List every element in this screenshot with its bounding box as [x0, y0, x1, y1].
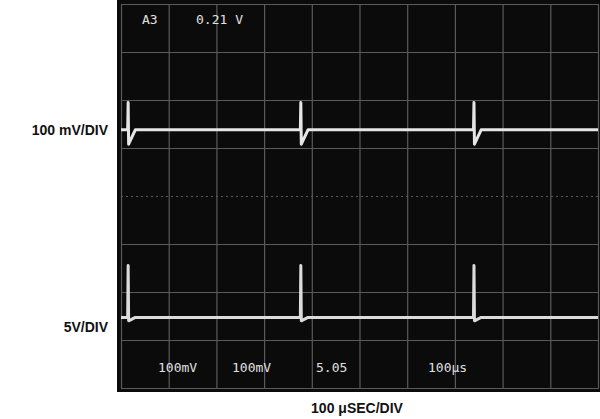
- y-tick: [121, 292, 598, 293]
- grid-line: [169, 4, 170, 388]
- x-grid: [122, 4, 599, 389]
- y-tick: [121, 244, 598, 245]
- readout: 100mV: [158, 360, 197, 375]
- y-tick: [121, 196, 598, 197]
- x-tick: [455, 4, 456, 388]
- grid-line: [121, 292, 598, 293]
- grid-line: [121, 52, 598, 53]
- y-tick: [121, 4, 598, 5]
- trace: [121, 102, 598, 144]
- scope-screen: [117, 0, 600, 392]
- figure: 100 mV/DIV 5V/DIV 100 μSEC/DIV A3 0.21 V 100m…: [0, 0, 600, 419]
- readout: 100mV: [232, 360, 271, 375]
- trace: [121, 266, 598, 321]
- grid-line: [121, 244, 598, 245]
- grid-line: [598, 4, 599, 388]
- grid-line: [121, 340, 598, 341]
- grid-line: [359, 4, 360, 388]
- x-tick: [598, 4, 599, 388]
- readout: A3: [142, 12, 158, 27]
- readout: 0.21 V: [196, 12, 243, 27]
- x-axis-label: 100 μSEC/DIV: [311, 400, 403, 416]
- channel-label: 100 mV/DIV: [32, 122, 109, 138]
- grid-line: [121, 148, 598, 149]
- y-axis-line: [122, 5, 599, 389]
- y-tick: [121, 340, 598, 341]
- x-tick: [360, 4, 361, 388]
- x-tick: [264, 4, 265, 388]
- y-tick: [121, 148, 598, 149]
- x-axis-line: [122, 4, 599, 389]
- grid-line: [121, 388, 598, 389]
- grid-line: [455, 4, 456, 388]
- readout: 5.05: [316, 360, 347, 375]
- grid-line: [121, 4, 598, 5]
- y-tick: [121, 388, 598, 389]
- channel-label: 5V/DIV: [64, 319, 109, 335]
- traces: [121, 102, 598, 320]
- grid-line: [121, 196, 598, 197]
- grid-line: [121, 100, 598, 101]
- y-grid: [121, 5, 598, 389]
- y-tick: [121, 52, 598, 53]
- readout: 100μs: [428, 360, 467, 375]
- x-tick: [169, 4, 170, 388]
- y-tick: [121, 100, 598, 101]
- grid-line: [264, 4, 265, 388]
